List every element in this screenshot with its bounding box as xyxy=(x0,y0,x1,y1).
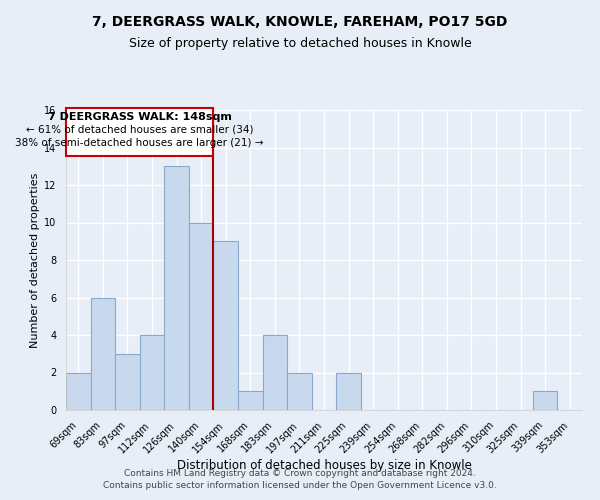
Bar xyxy=(287,372,312,410)
Bar xyxy=(189,222,214,410)
Text: 7, DEERGRASS WALK, KNOWLE, FAREHAM, PO17 5GD: 7, DEERGRASS WALK, KNOWLE, FAREHAM, PO17… xyxy=(92,15,508,29)
Bar xyxy=(214,242,238,410)
X-axis label: Distribution of detached houses by size in Knowle: Distribution of detached houses by size … xyxy=(176,459,472,472)
Text: 38% of semi-detached houses are larger (21) →: 38% of semi-detached houses are larger (… xyxy=(16,138,264,148)
Text: ← 61% of detached houses are smaller (34): ← 61% of detached houses are smaller (34… xyxy=(26,124,253,134)
Bar xyxy=(263,335,287,410)
Bar xyxy=(91,298,115,410)
Bar xyxy=(115,354,140,410)
Bar xyxy=(66,372,91,410)
Bar xyxy=(140,335,164,410)
FancyBboxPatch shape xyxy=(66,108,214,156)
Bar xyxy=(336,372,361,410)
Text: Contains HM Land Registry data © Crown copyright and database right 2024.: Contains HM Land Registry data © Crown c… xyxy=(124,468,476,477)
Bar xyxy=(164,166,189,410)
Bar xyxy=(238,391,263,410)
Text: Contains public sector information licensed under the Open Government Licence v3: Contains public sector information licen… xyxy=(103,481,497,490)
Text: Size of property relative to detached houses in Knowle: Size of property relative to detached ho… xyxy=(128,38,472,51)
Y-axis label: Number of detached properties: Number of detached properties xyxy=(30,172,40,348)
Bar xyxy=(533,391,557,410)
Text: 7 DEERGRASS WALK: 148sqm: 7 DEERGRASS WALK: 148sqm xyxy=(48,112,232,122)
